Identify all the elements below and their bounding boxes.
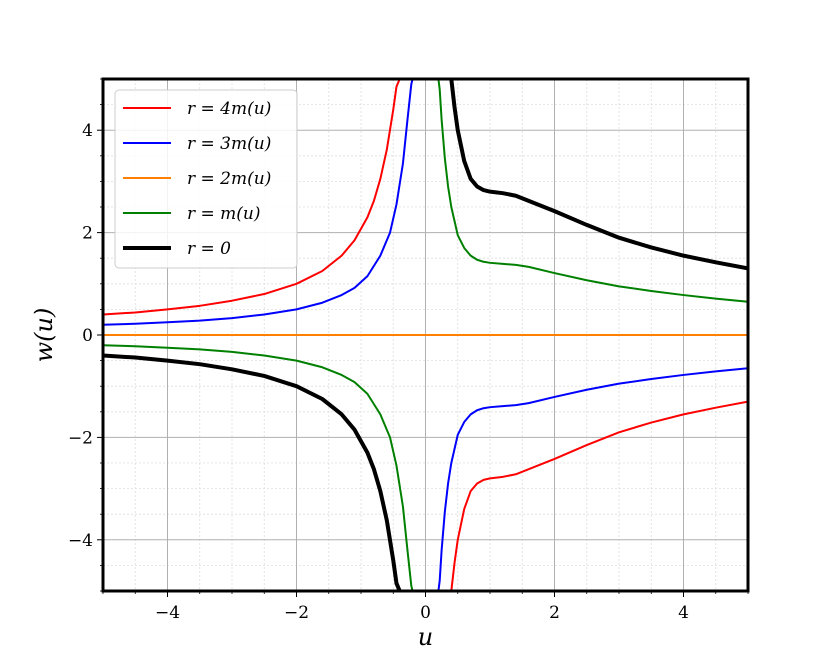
x-axis-label: u [418,623,433,651]
series-0-branch-1 [450,400,748,591]
legend-label: r = 2m(u) [187,169,271,189]
series-layer [103,79,748,591]
y-tick-label: 0 [82,326,93,346]
x-tick-label: −2 [284,603,309,623]
y-axis-label: w(u) [30,308,58,363]
x-tick-label: 4 [678,603,689,623]
series-4 [103,79,748,591]
series-1-branch-1 [437,367,748,591]
series-1 [103,79,748,591]
y-tick-label: −4 [68,531,93,551]
legend-label: r = 4m(u) [187,99,271,119]
series-4-branch-1 [449,79,748,271]
series-0 [103,79,748,591]
series-3-branch-0 [103,344,414,591]
legend: r = 4m(u) r = 3m(u) r = 2m(u) r = m(u) r = 0 [114,89,298,269]
series-0-branch-0 [103,79,401,316]
x-tick-label: 2 [549,603,560,623]
x-tick-label: 0 [420,603,431,623]
y-tick-label: 2 [82,224,93,244]
y-tick-label: −2 [68,428,93,448]
series-1-branch-0 [103,79,414,326]
series-3 [103,79,748,591]
legend-box [114,89,298,269]
legend-label: r = 3m(u) [187,134,271,154]
series-3-branch-1 [437,79,748,303]
axis-ticks [97,78,749,597]
legend-label: r = 0 [187,239,231,259]
series-4-branch-0 [103,353,402,591]
legend-label: r = m(u) [187,204,261,224]
x-tick-label: −4 [155,603,180,623]
y-tick-label: 4 [82,121,93,141]
tick-labels: −4 −2 0 2 4 −4 −2 0 2 4 [68,121,689,623]
